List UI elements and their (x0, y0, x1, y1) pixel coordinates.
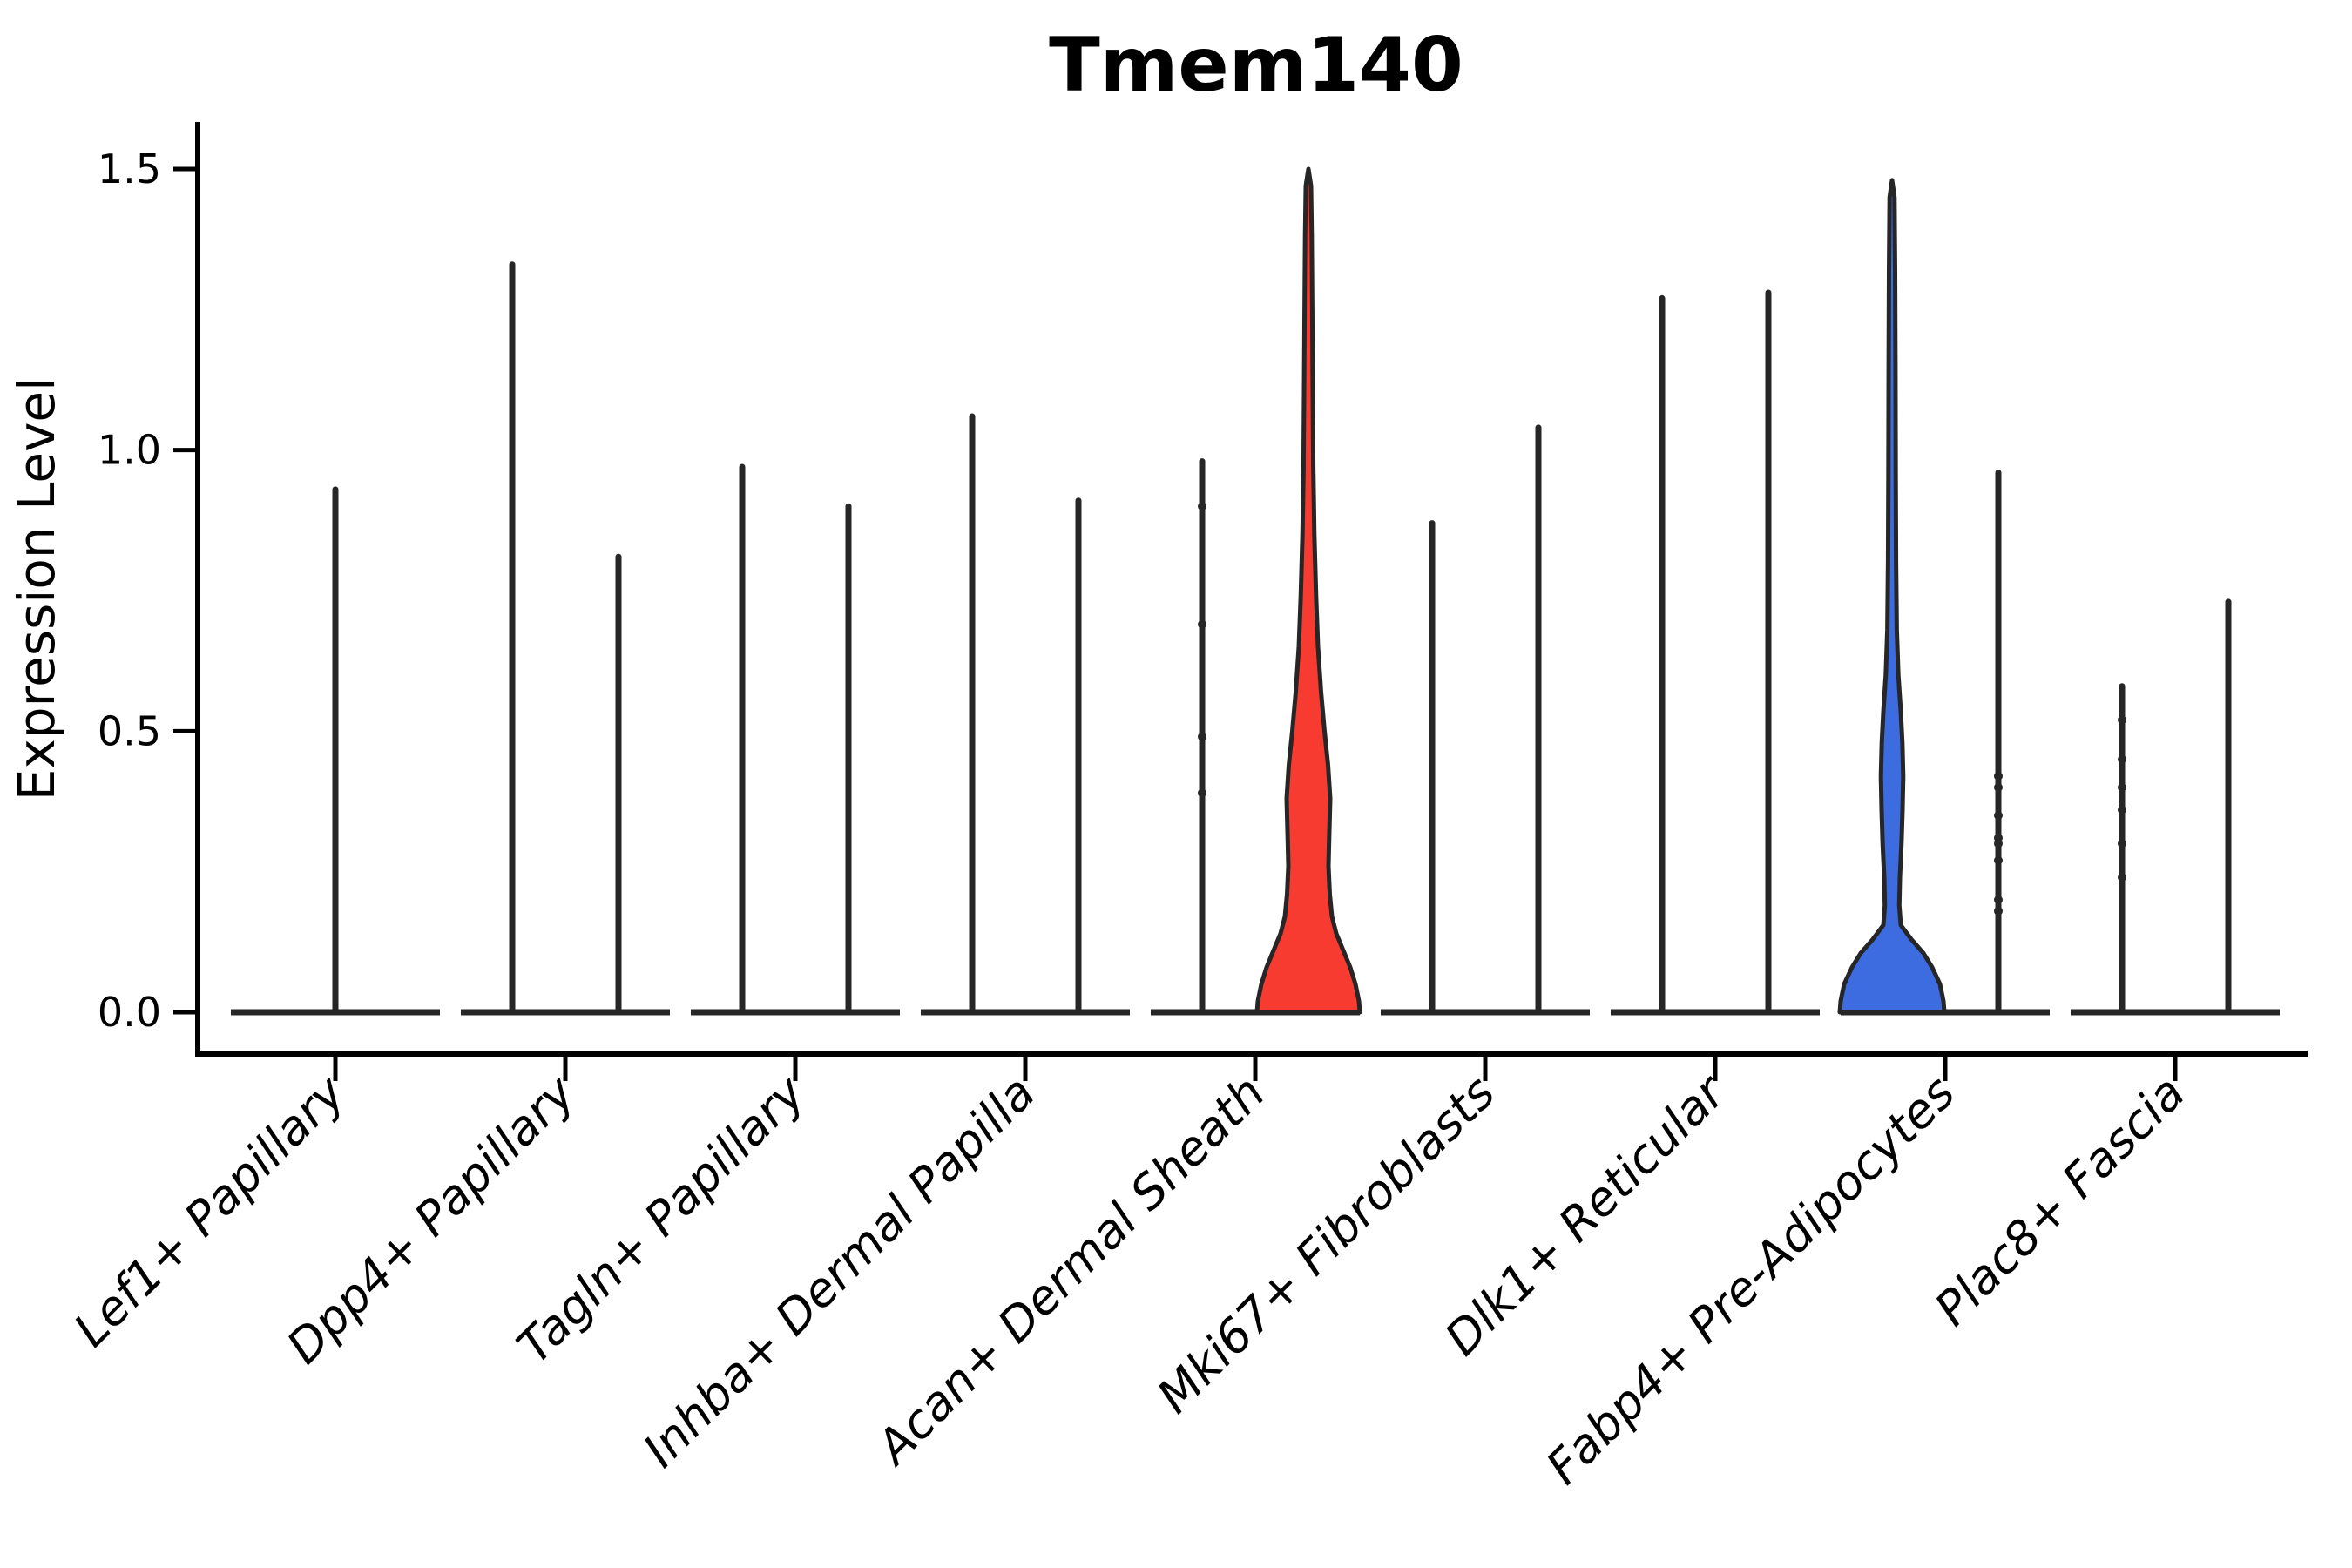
expression-dot (1994, 782, 2003, 792)
x-tick-label: Plac8+ Fascia (1924, 1065, 2195, 1336)
expression-dot (2118, 839, 2126, 848)
expression-dot (1198, 619, 1206, 629)
expression-dot (1994, 811, 2003, 821)
axes: 0.0 0.5 1.0 1.5 (98, 122, 2308, 1081)
x-tick-label: Fabp4+ Pre-Adipocytes (1536, 1065, 1965, 1495)
expression-dot (1994, 839, 2003, 848)
expression-dot (2118, 782, 2126, 792)
expression-dot (1994, 771, 2003, 781)
y-tick-label: 1.0 (98, 427, 161, 474)
highlighted-violin (1837, 178, 1947, 1015)
expression-dot (1994, 906, 2003, 916)
expression-dot (2118, 805, 2126, 814)
y-tick-label: 0.0 (98, 989, 161, 1036)
expression-dot (1198, 502, 1206, 511)
y-tick-label: 1.5 (98, 145, 161, 193)
highlighted-violin (1254, 166, 1362, 1015)
y-axis-title: Expression Level (7, 377, 66, 801)
expression-dot (2118, 754, 2126, 764)
x-tick-label: Inhba+ Dermal Papilla (632, 1065, 1045, 1478)
expression-dot (1198, 732, 1206, 741)
expression-dot (2118, 873, 2126, 882)
violins (231, 166, 2280, 1016)
x-tick-label: Acan+ Dermal Sheath (864, 1065, 1275, 1477)
chart-title: Tmem140 (1049, 22, 1463, 109)
expression-dot (2118, 715, 2126, 725)
y-tick-label: 0.5 (98, 707, 161, 754)
expression-dot (1994, 855, 2003, 865)
expression-dot (1198, 788, 1206, 798)
expression-dot (1994, 895, 2003, 904)
